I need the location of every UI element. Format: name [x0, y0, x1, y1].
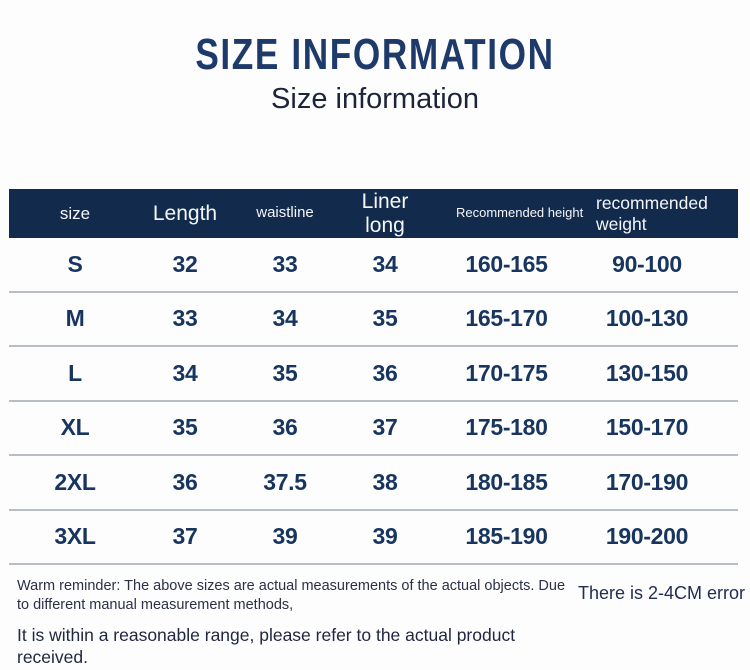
- page-subtitle: Size information: [271, 83, 479, 115]
- error-margin-note: There is 2-4CM error: [578, 583, 746, 603]
- footer-disclaimer: Warm reminder: The above sizes are actua…: [17, 577, 575, 668]
- cell-height: 185-190: [465, 523, 548, 550]
- cell-height: 160-165: [465, 250, 548, 277]
- cell-liner-long: 37: [372, 414, 398, 441]
- header-recommended-weight: recommended weight: [596, 192, 708, 234]
- table-row-3xl: 3XL 37 39 39 185-190 190-200: [9, 511, 738, 565]
- cell-length: 36: [172, 468, 198, 495]
- reasonable-range-text: It is within a reasonable range, please …: [17, 624, 516, 667]
- header-waistline: waistline: [256, 204, 314, 222]
- cell-weight: 170-190: [605, 468, 689, 495]
- cell-waistline: 35: [272, 359, 298, 386]
- header-size: size: [59, 203, 91, 223]
- page-title: SIZE INFORMATION: [195, 30, 555, 79]
- table-row-l: L 34 35 36 170-175 130-150: [9, 347, 738, 402]
- cell-size: 3XL: [54, 523, 96, 550]
- cell-liner-long: 35: [372, 305, 398, 332]
- cell-height: 175-180: [465, 414, 548, 441]
- cell-length: 32: [172, 250, 198, 277]
- cell-height: 180-185: [465, 468, 548, 495]
- cell-length: 34: [172, 359, 198, 386]
- cell-length: 35: [172, 414, 198, 441]
- cell-length: 33: [172, 305, 198, 332]
- cell-length: 37: [172, 523, 198, 550]
- cell-size: S: [67, 250, 83, 277]
- cell-size: L: [68, 359, 82, 386]
- header-length: Length: [152, 201, 218, 225]
- header-recommended-height: Recommended height: [456, 205, 584, 221]
- cell-weight: 90-100: [612, 250, 682, 277]
- cell-weight: 190-200: [605, 523, 689, 550]
- table-row-2xl: 2XL 36 37.5 38 180-185 170-190: [9, 456, 738, 511]
- cell-waistline: 33: [272, 250, 298, 277]
- size-table-header-row: size Length waistline Liner long Recomme…: [9, 189, 738, 238]
- size-chart-table: size Length waistline Liner long Recomme…: [9, 189, 738, 565]
- cell-waistline: 39: [272, 523, 298, 550]
- warm-reminder-text: Warm reminder: The above sizes are actua…: [17, 578, 566, 614]
- cell-height: 165-170: [465, 305, 548, 332]
- table-row-s: S 32 33 34 160-165 90-100: [9, 238, 738, 293]
- header-liner-long: Liner long: [361, 189, 409, 237]
- cell-waistline: 36: [272, 414, 298, 441]
- table-row-m: M 33 34 35 165-170 100-130: [9, 293, 738, 347]
- cell-weight: 100-130: [605, 305, 689, 332]
- cell-size: M: [65, 305, 85, 332]
- cell-weight: 150-170: [605, 414, 689, 441]
- cell-height: 170-175: [465, 359, 548, 386]
- cell-waistline: 34: [272, 305, 298, 332]
- cell-size: XL: [60, 414, 90, 441]
- cell-waistline: 37.5: [263, 468, 307, 495]
- cell-liner-long: 34: [372, 250, 398, 277]
- table-row-xl: XL 35 36 37 175-180 150-170: [9, 402, 738, 456]
- cell-liner-long: 36: [372, 359, 398, 386]
- cell-liner-long: 39: [372, 523, 398, 550]
- cell-liner-long: 38: [372, 468, 398, 495]
- cell-size: 2XL: [54, 468, 96, 495]
- cell-weight: 130-150: [605, 359, 689, 386]
